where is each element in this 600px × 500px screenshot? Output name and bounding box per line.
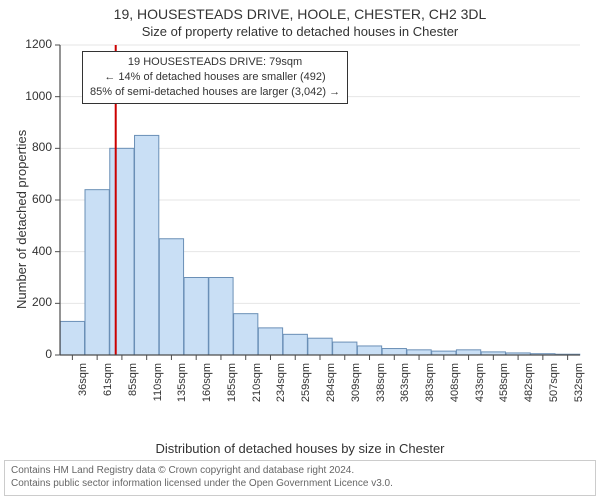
y-tick-label: 1000 — [18, 89, 52, 103]
footer-line-2: Contains public sector information licen… — [11, 478, 589, 491]
x-tick-label: 36sqm — [77, 363, 89, 403]
y-axis-label: Number of detached properties — [14, 130, 29, 309]
x-tick-label: 110sqm — [152, 363, 164, 403]
x-tick-label: 160sqm — [201, 363, 213, 403]
info-line-larger: 85% of semi-detached houses are larger (… — [90, 85, 340, 100]
x-tick-label: 234sqm — [275, 363, 287, 403]
y-tick-label: 0 — [18, 347, 52, 361]
x-tick-label: 458sqm — [498, 363, 510, 403]
x-tick-label: 61sqm — [102, 363, 114, 403]
y-tick-label: 600 — [18, 192, 52, 206]
property-info-box: 19 HOUSESTEADS DRIVE: 79sqm ← 14% of det… — [82, 51, 348, 104]
x-tick-label: 135sqm — [176, 363, 188, 403]
x-tick-label: 185sqm — [226, 363, 238, 403]
x-tick-label: 482sqm — [523, 363, 535, 403]
x-tick-label: 210sqm — [251, 363, 263, 403]
footer-line-1: Contains HM Land Registry data © Crown c… — [11, 465, 589, 478]
info-line-size: 19 HOUSESTEADS DRIVE: 79sqm — [90, 55, 340, 70]
x-tick-label: 433sqm — [474, 363, 486, 403]
x-tick-label: 284sqm — [325, 363, 337, 403]
x-tick-label: 383sqm — [424, 363, 436, 403]
x-tick-label: 259sqm — [300, 363, 312, 403]
attribution-footer: Contains HM Land Registry data © Crown c… — [4, 460, 596, 496]
x-axis-label: Distribution of detached houses by size … — [0, 441, 600, 456]
x-tick-label: 85sqm — [127, 363, 139, 403]
x-tick-label: 309sqm — [350, 363, 362, 403]
page-subtitle: Size of property relative to detached ho… — [0, 24, 600, 39]
y-tick-label: 400 — [18, 244, 52, 258]
y-tick-label: 200 — [18, 295, 52, 309]
x-tick-label: 532sqm — [573, 363, 585, 403]
x-tick-label: 507sqm — [548, 363, 560, 403]
info-line-smaller: ← 14% of detached houses are smaller (49… — [90, 70, 340, 85]
x-tick-label: 363sqm — [399, 363, 411, 403]
page-title: 19, HOUSESTEADS DRIVE, HOOLE, CHESTER, C… — [0, 6, 600, 22]
x-tick-label: 408sqm — [449, 363, 461, 403]
x-tick-label: 338sqm — [375, 363, 387, 403]
y-tick-label: 1200 — [18, 37, 52, 51]
y-tick-label: 800 — [18, 140, 52, 154]
chart-container: Number of detached properties 19 HOUSEST… — [0, 39, 600, 439]
